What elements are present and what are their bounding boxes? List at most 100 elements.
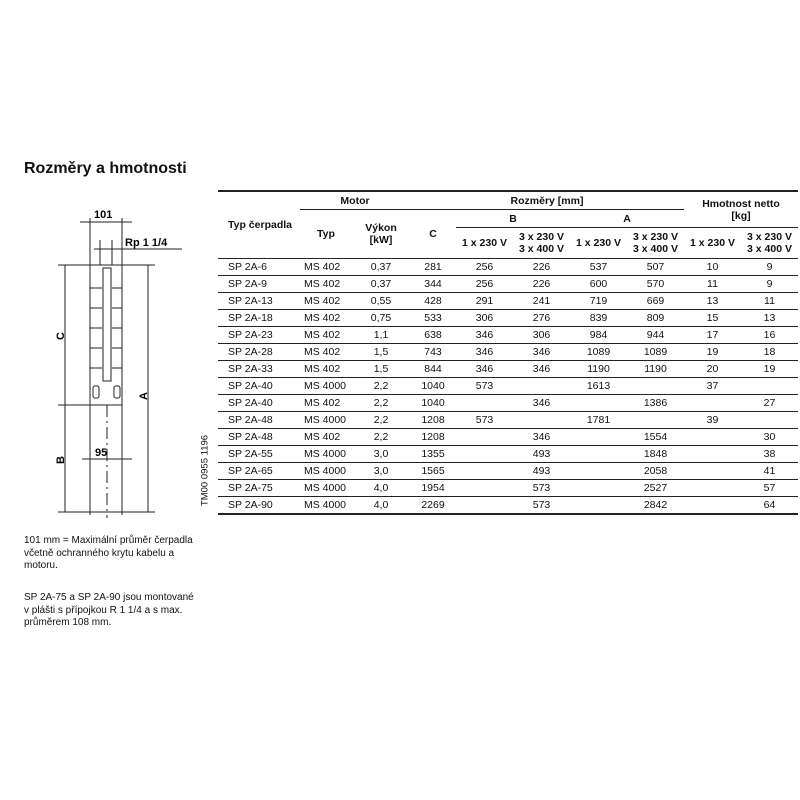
table-row: SP 2A-55 MS 4000 3,0 1355 493 1848 38 bbox=[218, 445, 798, 463]
table-cell: 346 bbox=[456, 360, 513, 378]
table-row: SP 2A-18 MS 402 0,75 533 306 276 839 809 15 13 bbox=[218, 309, 798, 327]
table-cell: 2058 bbox=[627, 462, 684, 480]
table-cell bbox=[456, 394, 513, 412]
table-cell: 41 bbox=[741, 462, 798, 480]
header-c: C bbox=[410, 209, 456, 259]
table-cell: 2,2 bbox=[352, 394, 410, 412]
table-cell: SP 2A-90 bbox=[218, 496, 300, 515]
table-cell: 15 bbox=[684, 309, 741, 327]
table-cell: 573 bbox=[456, 377, 513, 395]
table-cell: 291 bbox=[456, 292, 513, 310]
table-cell: 27 bbox=[741, 394, 798, 412]
table-cell: MS 402 bbox=[300, 258, 352, 276]
table-cell: MS 402 bbox=[300, 326, 352, 344]
header-weight: Hmotnost netto [kg] bbox=[684, 190, 798, 228]
table-cell bbox=[456, 496, 513, 515]
table-cell: 2,2 bbox=[352, 428, 410, 446]
table-cell: 493 bbox=[513, 462, 570, 480]
table-cell: 4,0 bbox=[352, 496, 410, 515]
table-cell: MS 402 bbox=[300, 275, 352, 293]
table-cell: 19 bbox=[741, 360, 798, 378]
table-cell: 346 bbox=[456, 343, 513, 361]
table-cell: 18 bbox=[741, 343, 798, 361]
table-cell: 11 bbox=[684, 275, 741, 293]
table-cell bbox=[741, 377, 798, 395]
table-cell: SP 2A-65 bbox=[218, 462, 300, 480]
table-cell: 638 bbox=[410, 326, 456, 344]
table-cell: 346 bbox=[513, 343, 570, 361]
table-cell: 984 bbox=[570, 326, 627, 344]
table-cell bbox=[456, 462, 513, 480]
table-cell: 573 bbox=[456, 411, 513, 429]
table-row: SP 2A-23 MS 402 1,1 638 346 306 984 944 17 16 bbox=[218, 326, 798, 344]
table-cell: SP 2A-55 bbox=[218, 445, 300, 463]
table-cell bbox=[570, 394, 627, 412]
table-cell: 11 bbox=[741, 292, 798, 310]
table-cell bbox=[513, 377, 570, 395]
table-cell bbox=[456, 428, 513, 446]
table-cell: 0,55 bbox=[352, 292, 410, 310]
header-motor: Motor bbox=[300, 190, 410, 210]
table-cell: 57 bbox=[741, 479, 798, 497]
table-cell bbox=[627, 377, 684, 395]
table-cell: 1355 bbox=[410, 445, 456, 463]
table-cell: 38 bbox=[741, 445, 798, 463]
pump-dimension-drawing: 101 Rp 1 1/4 C A B 95 bbox=[55, 209, 182, 518]
table-cell bbox=[684, 394, 741, 412]
table-cell bbox=[684, 428, 741, 446]
table-cell: SP 2A-40 bbox=[218, 394, 300, 412]
table-cell: 0,75 bbox=[352, 309, 410, 327]
table-cell: 1,5 bbox=[352, 360, 410, 378]
table-cell: 533 bbox=[410, 309, 456, 327]
dim-a-label: A bbox=[138, 392, 150, 400]
dim-95-label: 95 bbox=[95, 447, 107, 459]
table-cell: SP 2A-28 bbox=[218, 343, 300, 361]
table-cell: SP 2A-23 bbox=[218, 326, 300, 344]
table-cell: 9 bbox=[741, 258, 798, 276]
table-cell: 1208 bbox=[410, 428, 456, 446]
table-cell: MS 4000 bbox=[300, 377, 352, 395]
table-cell: 600 bbox=[570, 275, 627, 293]
dim-101-label: 101 bbox=[94, 209, 112, 221]
header-a-1x230: 1 x 230 V bbox=[570, 227, 627, 259]
table-cell bbox=[570, 428, 627, 446]
table-row: SP 2A-48 MS 402 2,2 1208 346 1554 30 bbox=[218, 428, 798, 446]
table-row: SP 2A-28 MS 402 1,5 743 346 346 1089 1089 19 18 bbox=[218, 343, 798, 361]
table-cell bbox=[456, 445, 513, 463]
table-cell: 20 bbox=[684, 360, 741, 378]
table-cell: 281 bbox=[410, 258, 456, 276]
table-cell bbox=[741, 411, 798, 429]
table-cell bbox=[570, 496, 627, 515]
table-row: SP 2A-40 MS 402 2,2 1040 346 1386 27 bbox=[218, 394, 798, 412]
table-cell: 1190 bbox=[627, 360, 684, 378]
table-cell: SP 2A-75 bbox=[218, 479, 300, 497]
table-cell: 844 bbox=[410, 360, 456, 378]
table-cell: 276 bbox=[513, 309, 570, 327]
table-cell: 1208 bbox=[410, 411, 456, 429]
table-cell: 346 bbox=[513, 428, 570, 446]
table-cell: 2,2 bbox=[352, 411, 410, 429]
table-cell: 573 bbox=[513, 479, 570, 497]
table-cell: 669 bbox=[627, 292, 684, 310]
table-cell: 306 bbox=[456, 309, 513, 327]
table-cell: 1613 bbox=[570, 377, 627, 395]
table-cell bbox=[684, 462, 741, 480]
table-cell: MS 402 bbox=[300, 360, 352, 378]
page-title: Rozměry a hmotnosti bbox=[24, 160, 187, 177]
table-cell: SP 2A-6 bbox=[218, 258, 300, 276]
header-pump-type: Typ čerpadla bbox=[218, 190, 300, 259]
table-cell: 30 bbox=[741, 428, 798, 446]
table-cell: 16 bbox=[741, 326, 798, 344]
table-cell: SP 2A-18 bbox=[218, 309, 300, 327]
table-cell: MS 4000 bbox=[300, 479, 352, 497]
table-row: SP 2A-90 MS 4000 4,0 2269 573 2842 64 bbox=[218, 496, 798, 515]
table-cell: 809 bbox=[627, 309, 684, 327]
table-cell: SP 2A-13 bbox=[218, 292, 300, 310]
table-cell: 3,0 bbox=[352, 462, 410, 480]
note-diameter: 101 mm = Maximální průměr čerpadla včetn… bbox=[24, 535, 193, 571]
table-cell: 1190 bbox=[570, 360, 627, 378]
table-cell: 944 bbox=[627, 326, 684, 344]
